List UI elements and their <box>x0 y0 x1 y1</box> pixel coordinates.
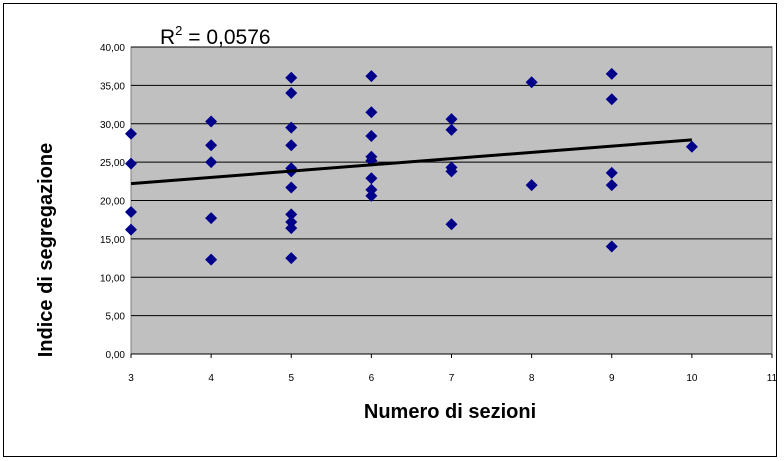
y-tick-label: 20,00 <box>100 197 125 208</box>
x-tick-label: 4 <box>208 373 214 384</box>
data-point <box>285 208 298 221</box>
data-point <box>365 189 378 202</box>
data-point <box>605 166 618 179</box>
data-point <box>525 76 538 89</box>
x-tick-label: 3 <box>128 373 134 384</box>
data-point <box>125 127 137 140</box>
x-tick-label: 5 <box>288 373 294 384</box>
x-tick-label: 11 <box>767 373 778 384</box>
data-point <box>125 223 137 236</box>
data-point <box>685 140 698 153</box>
data-point <box>205 156 218 169</box>
data-point <box>445 123 458 136</box>
data-point <box>285 121 298 134</box>
x-axis-ticks: 3 4 5 6 7 8 9 10 11 <box>128 354 778 384</box>
data-point <box>285 222 298 235</box>
data-point <box>285 71 298 84</box>
data-point <box>605 240 618 253</box>
data-point <box>285 252 298 265</box>
data-point <box>285 139 298 152</box>
data-point <box>525 179 538 192</box>
y-tick-label: 10,00 <box>100 273 125 284</box>
x-tick-label: 6 <box>369 373 375 384</box>
data-point <box>365 183 378 196</box>
y-tick-label: 35,00 <box>100 81 125 92</box>
r-squared-annotation: R2 = 0,0576 <box>160 23 271 49</box>
data-point <box>365 70 378 83</box>
trendline <box>130 138 692 186</box>
r2-value: = 0,0576 <box>182 26 270 49</box>
x-tick-label: 10 <box>686 373 698 384</box>
data-point <box>605 93 618 106</box>
data-points <box>125 67 698 266</box>
data-point <box>205 139 218 152</box>
data-point <box>365 172 378 185</box>
data-point <box>125 157 137 170</box>
data-point <box>285 181 298 194</box>
data-point <box>445 165 458 178</box>
y-tick-label: 40,00 <box>100 43 125 54</box>
data-point <box>205 212 218 225</box>
y-tick-label: 25,00 <box>100 158 125 169</box>
y-axis-label: Indice di segregazione <box>35 143 57 358</box>
data-point <box>285 215 298 228</box>
y-tick-label: 0,00 <box>106 350 126 361</box>
y-tick-label: 5,00 <box>106 312 126 323</box>
data-point <box>285 87 298 100</box>
data-point <box>445 113 458 126</box>
data-point <box>605 179 618 192</box>
data-point <box>605 67 618 80</box>
data-point <box>205 115 218 128</box>
x-tick-label: 9 <box>609 373 615 384</box>
x-axis-label: Numero di sezioni <box>364 401 536 423</box>
x-tick-label: 8 <box>529 373 535 384</box>
data-point <box>205 253 218 266</box>
data-point <box>445 218 458 231</box>
y-axis-ticks: 0,00 5,00 10,00 15,00 20,00 25,00 30,00 35,00 40… <box>100 43 125 361</box>
y-tick-label: 30,00 <box>100 120 125 131</box>
data-point <box>125 206 137 219</box>
r2-prefix: R <box>160 26 175 49</box>
x-tick-label: 7 <box>449 373 455 384</box>
data-point <box>365 106 378 119</box>
y-tick-label: 15,00 <box>100 235 125 246</box>
data-point <box>365 130 378 143</box>
gridlines <box>131 46 772 355</box>
r2-superscript: 2 <box>175 23 182 38</box>
